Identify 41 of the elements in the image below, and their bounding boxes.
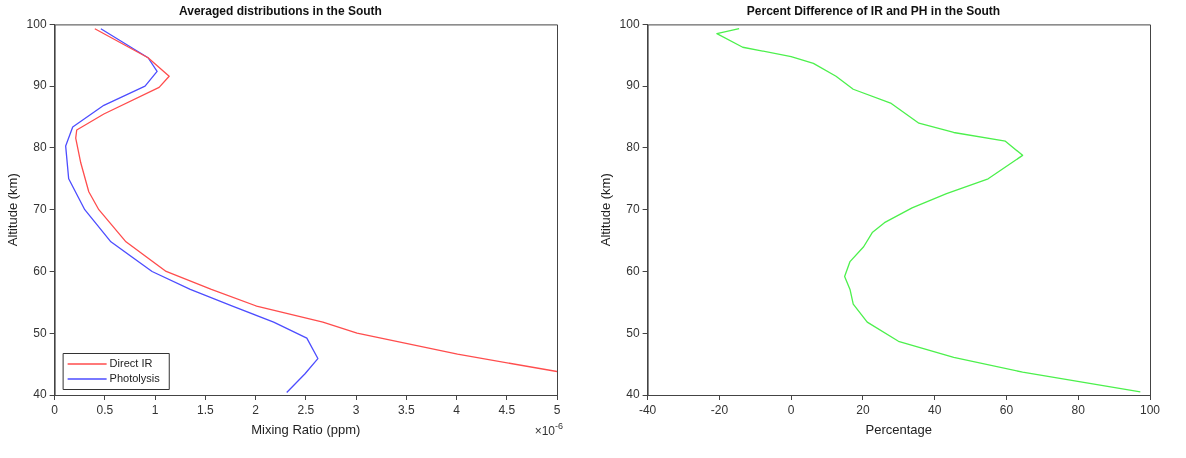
x-tick-label: 2.5: [297, 402, 315, 417]
y-axis-title: Altitude (km): [5, 173, 21, 247]
x-tick-label: 80: [1071, 402, 1086, 417]
y-tick-label: 100: [619, 16, 640, 31]
x-tick-label: 4: [453, 402, 461, 417]
y-tick-label: 50: [626, 325, 640, 340]
x-tick-label: 0.5: [96, 402, 114, 417]
x-tick-label: 3: [352, 402, 360, 417]
y-tick-label: 90: [626, 78, 640, 93]
legend-label: Direct IR: [109, 357, 153, 370]
x-tick-label: 20: [856, 402, 870, 417]
x-tick-label: 1: [151, 402, 159, 417]
y-tick-label: 40: [626, 387, 640, 402]
y-tick-label: 100: [26, 16, 47, 31]
x-tick-label: -20: [710, 402, 729, 417]
y-tick-label: 50: [33, 325, 47, 340]
y-tick-label: 80: [626, 140, 640, 155]
y-tick-label: 80: [33, 140, 47, 155]
x-tick-label: 60: [999, 402, 1014, 417]
x-tick-label: 0: [787, 402, 795, 417]
x-axis-title: Percentage: [865, 421, 933, 437]
y-tick-label: 70: [33, 202, 47, 217]
y-tick-label: 90: [33, 78, 47, 93]
y-tick-label: 60: [33, 263, 47, 278]
x-tick-label: 5: [553, 402, 561, 417]
x-tick-label: 2: [252, 402, 260, 417]
x-tick-label: 100: [1139, 402, 1161, 417]
y-tick-label: 60: [626, 263, 640, 278]
x-tick-label: 3.5: [397, 402, 415, 417]
x-tick-label: 40: [928, 402, 942, 417]
y-tick-label: 70: [626, 202, 640, 217]
chart-title: Percent Difference of IR and PH in the South: [746, 3, 1001, 18]
y-tick-label: 40: [33, 387, 47, 402]
legend-label: Photolysis: [109, 372, 161, 385]
x-tick-label: 1.5: [196, 402, 214, 417]
x-tick-label: 4.5: [498, 402, 516, 417]
x-tick-label: -40: [638, 402, 657, 417]
x-axis-title: Mixing Ratio (ppm): [251, 421, 361, 437]
x-tick-label: 0: [51, 402, 59, 417]
y-axis-title: Altitude (km): [598, 173, 614, 247]
chart-title: Averaged distributions in the South: [179, 3, 382, 18]
